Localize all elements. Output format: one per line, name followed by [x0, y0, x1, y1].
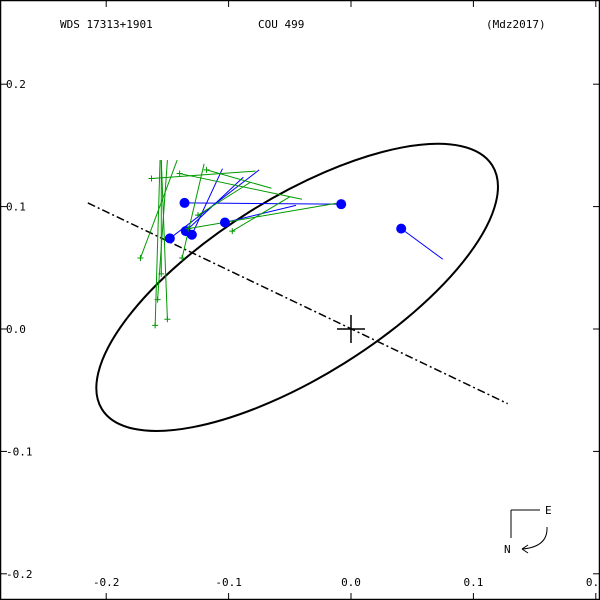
orbit-ellipse [95, 142, 499, 432]
compass-east-label: E [545, 504, 552, 517]
speckle-observation-point [152, 322, 159, 329]
speckle-observation-point [158, 270, 165, 277]
x-tick-label: -0.2 [93, 576, 120, 589]
speckle-residual-line [160, 160, 168, 320]
y-tick-label: -0.1 [6, 445, 33, 458]
speckle-residual-line [154, 160, 161, 326]
compass-arrow-head [521, 544, 529, 554]
speckle-observation-point [179, 255, 186, 262]
header-reference: (Mdz2017) [486, 18, 546, 31]
x-tick-label: 0.2 [586, 576, 600, 589]
compass-east-arm [510, 509, 540, 538]
visual-observation-point [186, 229, 197, 240]
speckle-residual-line [232, 196, 291, 232]
visual-observation-point [179, 197, 190, 208]
speckle-residual-line [157, 160, 168, 300]
speckle-residual-line [188, 202, 339, 230]
speckle-observation-point [195, 212, 201, 219]
visual-observation-point [336, 199, 347, 210]
speckle-observation-point [185, 225, 192, 232]
observation-points [137, 166, 407, 329]
y-tick-label: 0.1 [6, 201, 26, 214]
speckle-observation-point [154, 296, 161, 303]
speckle-residual-line [206, 169, 272, 189]
header-wds: WDS 17313+1901 [60, 18, 153, 31]
compass-north-label: N [504, 543, 511, 556]
x-tick-label: -0.1 [215, 576, 242, 589]
residual-lines [140, 159, 444, 326]
visual-observation-point [219, 217, 230, 228]
speckle-residual-line [179, 173, 303, 200]
speckle-observation-point [148, 175, 155, 182]
speckle-observation-point [229, 228, 236, 235]
speckle-observation-point [203, 166, 210, 173]
speckle-residual-line [197, 181, 251, 216]
compass-rose: E N [504, 504, 552, 556]
visual-observation-point [396, 223, 407, 234]
y-tick-label: 0.0 [6, 323, 26, 336]
speckle-observation-point [137, 255, 144, 262]
visual-observation-point [164, 233, 175, 244]
y-tick-label: 0.2 [6, 78, 26, 91]
visual-residual-line [191, 168, 223, 235]
y-tick-label: -0.2 [6, 568, 33, 581]
speckle-observation-point [164, 316, 171, 323]
speckle-residual-line [151, 170, 256, 179]
x-tick-label: 0.0 [341, 576, 361, 589]
compass-rotation-arrow [521, 526, 548, 550]
visual-residual-line [400, 228, 444, 260]
header-discoverer: COU 499 [258, 18, 304, 31]
visual-residual-line [184, 202, 337, 205]
speckle-observation-point [176, 170, 183, 177]
line-of-apsides [87, 202, 508, 405]
speckle-residual-line [181, 163, 205, 259]
orbit-layer [87, 142, 508, 432]
x-tick-label: 0.1 [463, 576, 483, 589]
